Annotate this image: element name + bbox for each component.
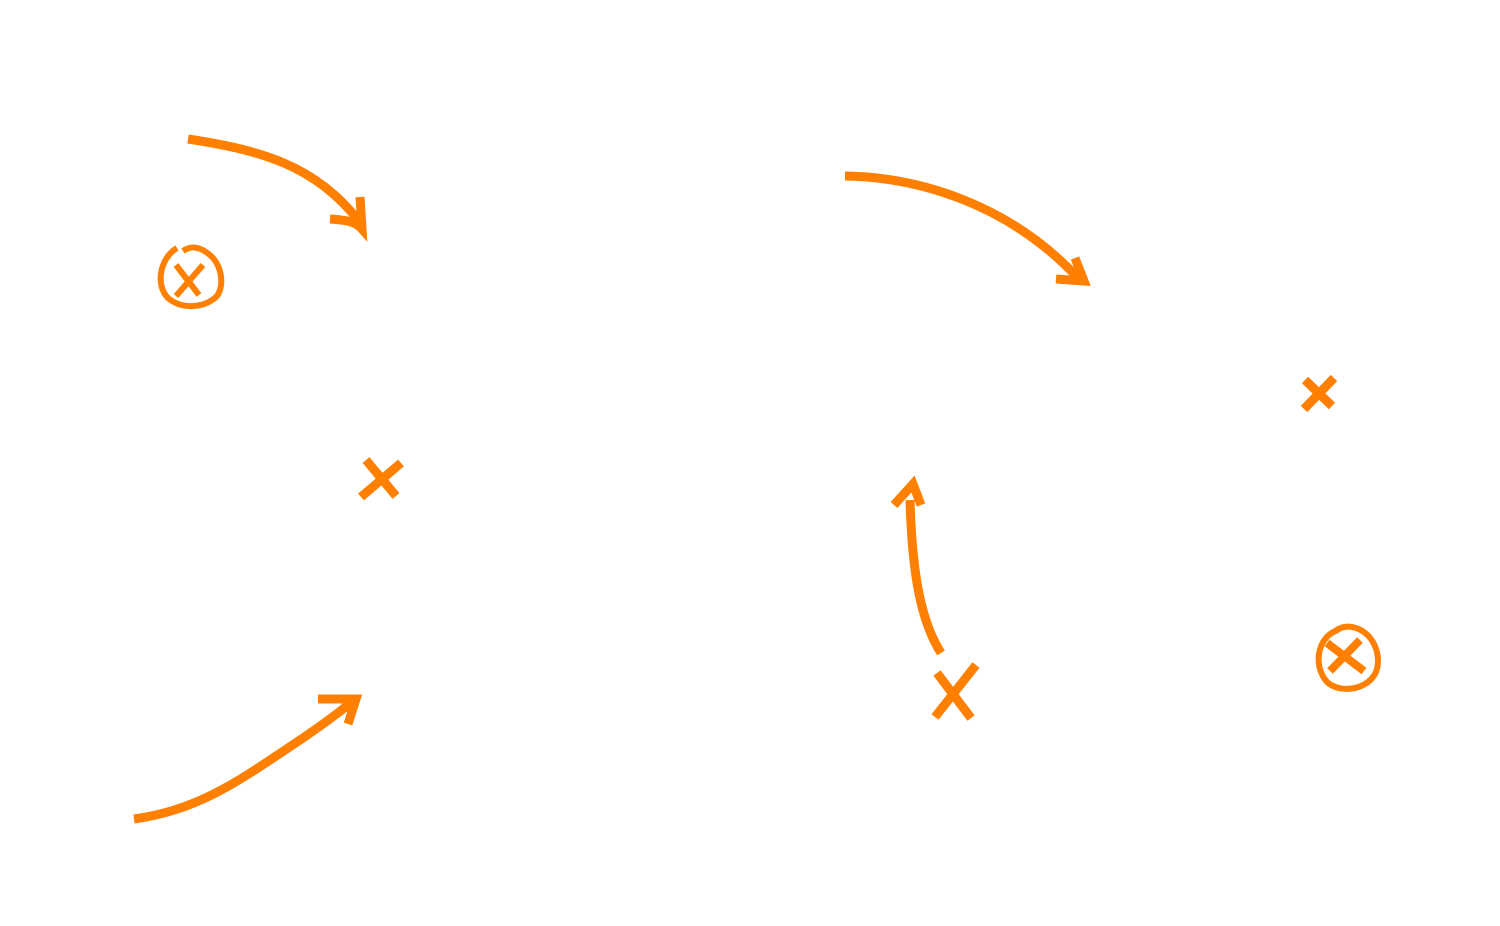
x-mark-center-left	[358, 457, 404, 501]
x-mark-right	[1300, 374, 1338, 413]
curved-arrow-center	[890, 475, 945, 656]
circled-x-mark-bottom-right	[1315, 623, 1381, 692]
curved-arrow-top-right	[844, 171, 1091, 286]
curved-arrow-top-left	[187, 134, 368, 242]
circled-x-mark-left	[157, 244, 225, 309]
curved-arrow-bottom-left	[133, 694, 363, 824]
x-mark-bottom-center	[931, 662, 980, 721]
